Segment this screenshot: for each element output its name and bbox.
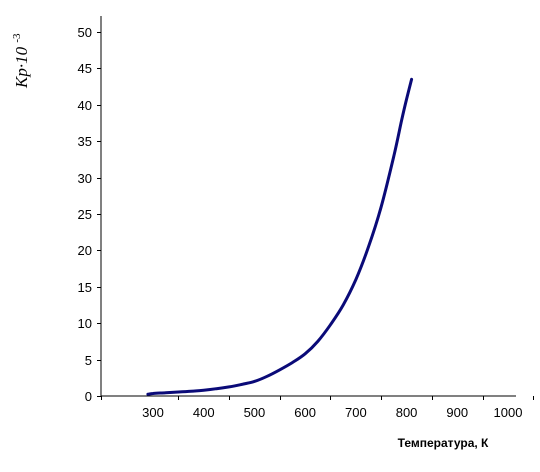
- x-tick-label: 300: [142, 405, 164, 420]
- x-tick-label: 400: [193, 405, 215, 420]
- x-tick-label: 800: [396, 405, 418, 420]
- y-tick-label: 25: [78, 207, 92, 222]
- y-tick-label: 15: [78, 280, 92, 295]
- x-axis-title: Температура, К: [398, 436, 489, 450]
- y-tick-label: 5: [85, 353, 92, 368]
- y-tick-label: 20: [78, 243, 92, 258]
- y-tick-label: 40: [78, 98, 92, 113]
- y-axis-title: Kp·10 -3: [11, 33, 31, 89]
- series-line: [146, 77, 414, 396]
- y-axis-title-base: Kp·10: [12, 46, 31, 89]
- y-tick-label: 30: [78, 171, 92, 186]
- y-tick-label: 50: [78, 25, 92, 40]
- x-ticks: 300 400 500 600 700 800 900 1000: [101, 396, 534, 420]
- y-tick-label: 10: [78, 316, 92, 331]
- x-tick-label: 1000: [494, 405, 523, 420]
- y-axis-title-exponent: -3: [11, 33, 23, 43]
- y-tick-label: 0: [85, 389, 92, 404]
- y-tick-label: 35: [78, 134, 92, 149]
- x-tick-label: 600: [294, 405, 316, 420]
- y-tick-label: 45: [78, 61, 92, 76]
- x-tick-label: 900: [446, 405, 468, 420]
- x-tick-label: 500: [244, 405, 266, 420]
- y-ticks: 0 5 10 15 20 25 30 35 40 45 50: [78, 25, 101, 404]
- x-tick-label: 700: [345, 405, 367, 420]
